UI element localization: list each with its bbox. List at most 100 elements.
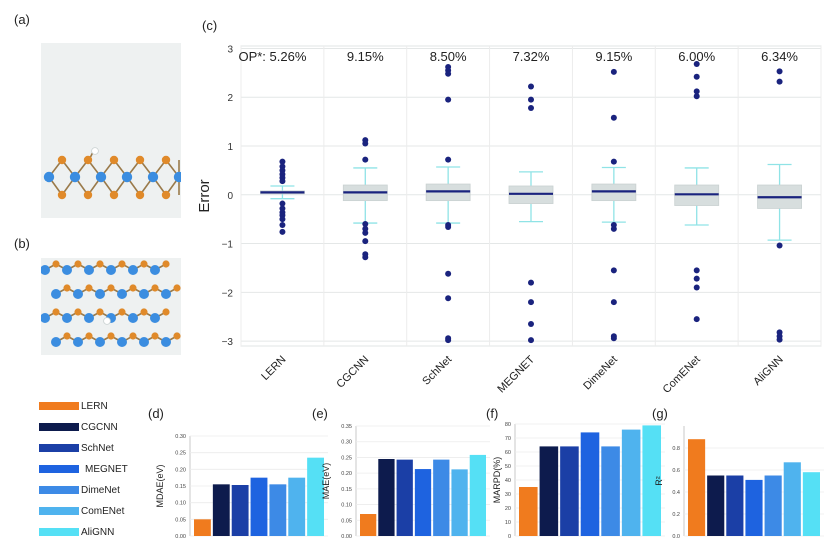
atom-orange [161, 190, 171, 200]
atom-blue [95, 171, 107, 183]
atom-orange [96, 308, 104, 316]
atom-blue [73, 337, 83, 347]
y-tick-label: 0.15 [175, 484, 186, 490]
y-tick-label: 20 [505, 506, 511, 512]
atom-blue [84, 313, 94, 323]
panel-label-d: (d) [148, 406, 164, 421]
outlier-point [610, 68, 617, 75]
atom-blue [117, 337, 127, 347]
bar-comenet [621, 429, 641, 536]
box-alignn [757, 68, 802, 343]
atom-blue [84, 265, 94, 275]
y-tick-label: 0 [508, 534, 511, 540]
y-tick-label: 60 [505, 450, 511, 456]
atom-blue [40, 265, 50, 275]
bar-cgcnn [378, 459, 395, 536]
legend-item: SchNet [39, 442, 114, 454]
y-tick-label: 10 [505, 520, 511, 526]
bar-dimenet [433, 459, 450, 536]
y-tick-label: −2 [222, 288, 234, 299]
outlier-point [445, 337, 452, 344]
bar-megnet [250, 477, 268, 536]
bar-lern [519, 487, 538, 536]
outlier-point [693, 61, 700, 68]
legend-label: AliGNN [81, 526, 115, 538]
bar-alignn [469, 454, 486, 536]
atom-orange [162, 260, 170, 268]
atom-orange [83, 155, 93, 165]
legend-swatch [39, 444, 79, 452]
atom-blue [51, 289, 61, 299]
y-tick-label: 40 [505, 478, 511, 484]
bar-cgcnn [707, 475, 725, 536]
outlier-point [279, 200, 286, 207]
atom-blue [128, 313, 138, 323]
atom-blue [150, 265, 160, 275]
atom-blue [147, 171, 159, 183]
panel-label-a: (a) [14, 12, 30, 27]
atom-blue [173, 171, 185, 183]
legend-item: LERN [39, 400, 108, 412]
outlier-point [445, 96, 452, 103]
atom-hydrogen [103, 317, 111, 325]
y-tick-label: 2 [227, 93, 233, 104]
outlier-point [610, 158, 617, 165]
outlier-point [528, 279, 534, 286]
atom-orange [52, 308, 60, 316]
x-tick-label: CGCNN [334, 354, 371, 391]
box-dimenet [591, 68, 637, 342]
y-tick-label: 30 [505, 492, 511, 498]
op-label: 8.50% [430, 49, 467, 64]
outlier-point [362, 229, 369, 236]
y-tick-label: −3 [222, 337, 234, 348]
structure-top-svg [40, 260, 181, 347]
legend-swatch [39, 465, 79, 473]
bar-chart-marpd: 0 10 20 30 40 50 60 70 80 MARPD(%) [492, 422, 665, 540]
bar-cgcnn [212, 484, 230, 536]
outlier-point [445, 156, 452, 163]
atom-orange [57, 190, 67, 200]
y-tick-label: 0.8 [672, 446, 680, 452]
outlier-point [693, 88, 700, 95]
y-axis-label: MARPD(%) [492, 457, 502, 504]
bar-chart-mae: 0.00 0.05 0.10 0.15 0.20 0.25 0.30 0.35 MAE(eV) [321, 424, 490, 540]
structure-side-svg [43, 147, 185, 200]
outlier-point [776, 242, 783, 249]
box-comenet [674, 61, 720, 323]
op-label: 9.15% [347, 49, 384, 64]
bar-chart-r2: 0.0 0.2 0.4 0.6 0.8 R² [654, 426, 824, 540]
panel-label-e: (e) [312, 406, 328, 421]
y-tick-label: 1 [227, 142, 233, 153]
atom-orange [74, 260, 82, 268]
y-tick-label: 50 [505, 464, 511, 470]
outlier-point [445, 223, 452, 230]
bar-lern [194, 519, 211, 536]
legend-label: LERN [81, 400, 108, 412]
bar-alignn [642, 425, 661, 536]
atom-blue [95, 289, 105, 299]
outlier-point [279, 216, 286, 223]
y-tick-label: 3 [227, 44, 233, 55]
structure-top-view [40, 258, 181, 355]
atom-blue [117, 289, 127, 299]
panel-label-c: (c) [202, 18, 218, 33]
y-tick-label: 0.6 [672, 468, 680, 474]
x-tick-label: ComENet [661, 354, 703, 396]
outlier-point [693, 284, 700, 291]
atom-orange [107, 332, 115, 340]
outlier-point [528, 299, 534, 306]
bar-comenet [288, 477, 306, 536]
outlier-point [362, 221, 369, 228]
atom-blue [106, 265, 116, 275]
structure-side-view [41, 43, 185, 218]
outlier-point [693, 73, 700, 80]
y-tick-label: 0.10 [175, 501, 186, 507]
bar-cgcnn [539, 446, 559, 536]
legend-item: MEGNET [39, 463, 128, 475]
atom-blue [161, 289, 171, 299]
legend-swatch [39, 507, 79, 515]
y-tick-label: 0.05 [341, 518, 352, 524]
outlier-point [362, 156, 369, 163]
legend-label: ComENet [81, 505, 125, 517]
atom-orange [135, 190, 145, 200]
